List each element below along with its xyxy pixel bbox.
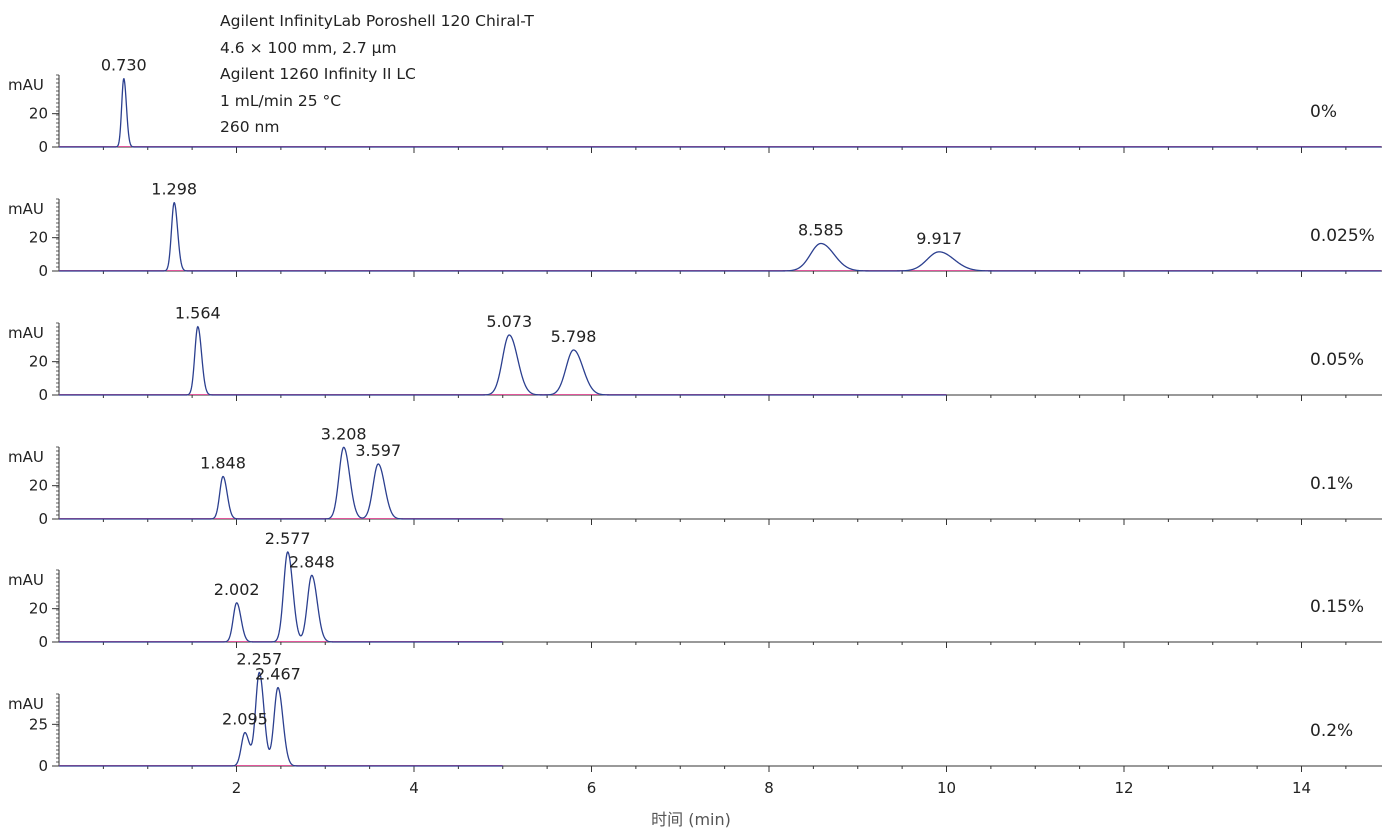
y-unit-label: mAU (8, 571, 44, 589)
series-label: 0% (1310, 102, 1337, 122)
series-label: 0.1% (1310, 474, 1353, 494)
chromatogram-trace (59, 446, 503, 520)
series-label: 0.05% (1310, 350, 1364, 370)
column-name: Agilent InfinityLab Poroshell 120 Chiral… (220, 12, 534, 30)
instrument-name: Agilent 1260 Infinity II LC (220, 65, 416, 83)
y-unit-label: mAU (8, 324, 44, 342)
y-tick-label: 0 (38, 262, 48, 280)
y-tick-label: 0 (38, 633, 48, 651)
y-tick-label: 0 (38, 138, 48, 156)
x-tick-label: 6 (587, 779, 597, 797)
chromatogram-trace (59, 671, 503, 767)
peak-label: 1.298 (151, 180, 197, 199)
series-label: 0.2% (1310, 721, 1353, 741)
x-tick-label: 10 (937, 779, 956, 797)
x-axis-title: 时间 (min) (651, 810, 731, 829)
y-tick-label: 20 (29, 229, 48, 247)
x-tick-label: 12 (1114, 779, 1133, 797)
x-tick-label: 4 (409, 779, 419, 797)
flow-temperature: 1 mL/min 25 °C (220, 91, 342, 110)
peak-label: 2.095 (222, 710, 268, 729)
x-tick-label: 8 (764, 779, 774, 797)
peak-label: 1.848 (200, 454, 246, 473)
peak-label: 5.798 (551, 327, 597, 346)
chromatogram-trace (59, 202, 1382, 272)
x-tick-label: 14 (1292, 779, 1311, 797)
chromatogram-trace (59, 78, 1382, 148)
y-tick-label: 20 (29, 477, 48, 495)
y-tick-label: 0 (38, 757, 48, 775)
peak-label: 3.597 (355, 441, 401, 460)
peak-label: 2.002 (214, 580, 260, 599)
peak-label: 0.730 (101, 56, 147, 75)
peak-label: 1.564 (175, 304, 221, 323)
x-tick-label: 2 (232, 779, 242, 797)
y-unit-label: mAU (8, 200, 44, 218)
y-unit-label: mAU (8, 448, 44, 466)
peak-label: 2.848 (289, 552, 335, 571)
detection-wavelength: 260 nm (220, 118, 280, 136)
peak-label: 3.208 (321, 424, 367, 443)
peak-label: 8.585 (798, 221, 844, 240)
y-tick-label: 20 (29, 105, 48, 123)
y-tick-label: 0 (38, 386, 48, 404)
y-tick-label: 25 (29, 715, 48, 733)
peak-label: 2.467 (255, 665, 301, 684)
chromatogram-trace (59, 551, 503, 643)
series-label: 0.15% (1310, 597, 1364, 617)
y-tick-label: 0 (38, 510, 48, 528)
peak-label: 2.257 (236, 650, 282, 669)
y-unit-label: mAU (8, 695, 44, 713)
y-unit-label: mAU (8, 76, 44, 94)
series-label: 0.025% (1310, 226, 1375, 246)
column-dimensions: 4.6 × 100 mm, 2.7 µm (220, 38, 397, 57)
peak-label: 2.577 (265, 529, 311, 548)
peak-label: 9.917 (916, 229, 962, 248)
chromatogram-trace (59, 325, 947, 396)
y-tick-label: 20 (29, 600, 48, 618)
y-tick-label: 20 (29, 353, 48, 371)
peak-label: 5.073 (486, 312, 532, 331)
method-annotation: Agilent InfinityLab Poroshell 120 Chiral… (220, 8, 534, 141)
